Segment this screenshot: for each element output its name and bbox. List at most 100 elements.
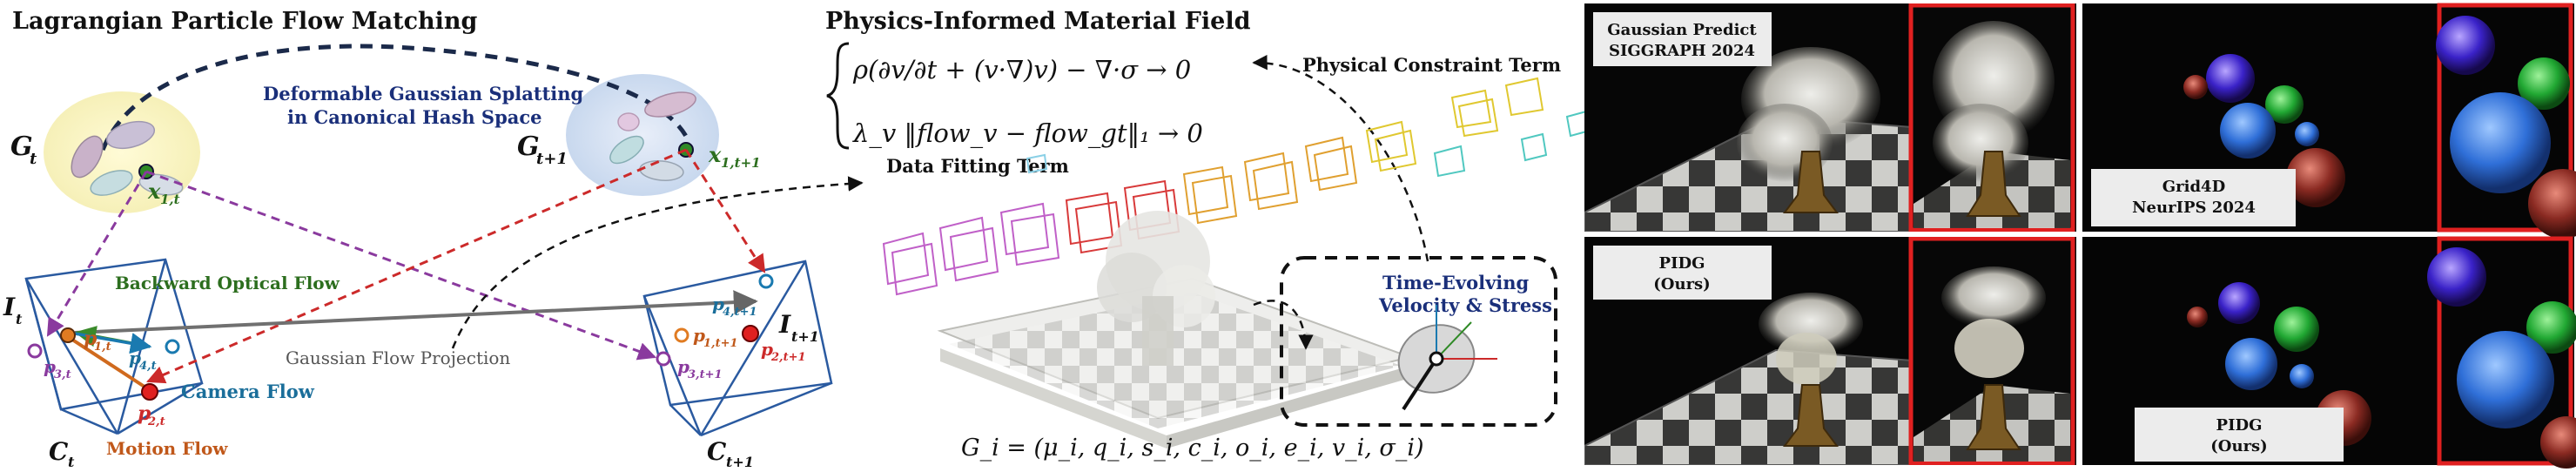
p4t1-label: p 4,t+1 bbox=[712, 293, 757, 319]
gaussian-ellipsoids-t bbox=[71, 120, 184, 196]
comparison-panel-2: Grid4D NeurIPS 2024 bbox=[2082, 3, 2576, 239]
p3t-label: p 3,t bbox=[44, 356, 71, 381]
camera-trajectory bbox=[882, 77, 1591, 296]
svg-text:1,t+1: 1,t+1 bbox=[721, 155, 761, 171]
svg-text:2,t: 2,t bbox=[147, 415, 165, 428]
svg-text:p: p bbox=[761, 339, 773, 360]
gaussian-flow-arrow bbox=[74, 290, 758, 334]
p3t1-point bbox=[656, 351, 671, 367]
time-evolving-line1: Time-Evolving bbox=[1382, 272, 1530, 293]
svg-text:G: G bbox=[517, 131, 540, 162]
p2t-label: p 2,t bbox=[138, 402, 165, 428]
svg-text:p: p bbox=[712, 293, 724, 314]
svg-text:3,t: 3,t bbox=[54, 368, 71, 381]
purple-dashed-link-2 bbox=[145, 170, 656, 361]
panel-2-label-line2: NeurIPS 2024 bbox=[2132, 199, 2256, 217]
panel-3-label-line2: (Ours) bbox=[1653, 275, 1710, 293]
time-evolving-line2: Velocity & Stress bbox=[1378, 294, 1552, 316]
p3t-point bbox=[27, 343, 43, 359]
panel-4-label-line2: (Ours) bbox=[2210, 437, 2267, 455]
camera-flow-arrow bbox=[74, 332, 152, 354]
to-physics-arrow bbox=[451, 176, 864, 349]
comparison-panel-1: Gaussian Predict SIGGRAPH 2024 bbox=[1584, 3, 2076, 232]
equation-1: ρ(∂v/∂t + (v·∇)v) − ∇·σ → 0 bbox=[852, 55, 1191, 84]
p1t-point bbox=[60, 327, 76, 343]
p3t1-label: p 3,t+1 bbox=[677, 356, 723, 381]
x1t1-label: x 1,t+1 bbox=[708, 142, 761, 171]
svg-text:p: p bbox=[44, 356, 56, 377]
hash-space-line1: Deformable Gaussian Splatting bbox=[263, 83, 584, 105]
motion-flow-arrow bbox=[68, 336, 151, 392]
svg-text:1,t: 1,t bbox=[94, 341, 111, 354]
physical-constraint-label: Physical Constraint Term bbox=[1302, 54, 1561, 76]
canonical-arc bbox=[100, 44, 690, 151]
svg-text:t+1: t+1 bbox=[726, 454, 754, 469]
svg-text:I: I bbox=[3, 293, 16, 321]
x1t-label: x 1,t bbox=[147, 179, 180, 207]
svg-text:C: C bbox=[49, 437, 69, 466]
svg-text:t+1: t+1 bbox=[536, 150, 568, 168]
p4t1-point bbox=[758, 273, 774, 289]
svg-text:p: p bbox=[677, 356, 689, 377]
velocity-stress-box bbox=[1280, 256, 1557, 427]
svg-text:3,t+1: 3,t+1 bbox=[688, 368, 723, 381]
svg-text:t: t bbox=[16, 311, 23, 327]
red-dashed-link-2 bbox=[684, 149, 766, 273]
equation-2: λ_v ‖flow_v − flow_gt‖₁ → 0 bbox=[852, 118, 1203, 149]
svg-text:p: p bbox=[129, 347, 141, 368]
middle-title: Physics-Informed Material Field bbox=[825, 8, 1251, 35]
panel-3-label-line1: PIDG bbox=[1659, 254, 1705, 273]
svg-text:1,t: 1,t bbox=[160, 192, 180, 207]
comparison-panel-3: PIDG (Ours) bbox=[1584, 237, 2076, 465]
comparison-panel-4: PIDG (Ours) bbox=[2082, 236, 2576, 469]
svg-text:4,t: 4,t bbox=[139, 360, 157, 373]
svg-text:p: p bbox=[693, 325, 705, 346]
svg-text:4,t+1: 4,t+1 bbox=[723, 306, 757, 319]
gt1-blob bbox=[566, 74, 719, 196]
physics-feedback-arrow bbox=[1252, 54, 1429, 262]
data-fitting-label: Data Fitting Term bbox=[886, 155, 1069, 177]
p2t1-point bbox=[742, 325, 759, 342]
svg-text:2,t+1: 2,t+1 bbox=[770, 351, 806, 364]
gt-label: G t bbox=[10, 131, 37, 168]
svg-text:t: t bbox=[30, 150, 37, 168]
panel-1-label-line1: Gaussian Predict bbox=[1607, 21, 1757, 39]
point-cloud-scene bbox=[937, 211, 1414, 448]
svg-text:I: I bbox=[778, 310, 791, 339]
p2t1-label: p 2,t+1 bbox=[761, 339, 806, 364]
motion-flow-label: Motion Flow bbox=[106, 438, 228, 459]
gaussian-parameter-equation: G_i = (μ_i, q_i, s_i, c_i, o_i, e_i, v_i… bbox=[961, 435, 1424, 462]
middle-section: Physics-Informed Material Field ρ(∂v/∂t … bbox=[825, 8, 1591, 462]
p2t-point bbox=[141, 383, 158, 401]
p4t-point bbox=[165, 339, 180, 354]
svg-text:t: t bbox=[68, 454, 75, 469]
hash-space-line2: in Canonical Hash Space bbox=[287, 106, 542, 128]
panel-1-label-line2: SIGGRAPH 2024 bbox=[1609, 42, 1755, 60]
p4t-label: p 4,t bbox=[129, 347, 157, 373]
svg-text:1,t+1: 1,t+1 bbox=[703, 337, 738, 350]
ct1-label: C t+1 bbox=[707, 437, 754, 470]
gaussian-flow-label: Gaussian Flow Projection bbox=[286, 347, 510, 368]
backward-flow-label: Backward Optical Flow bbox=[115, 273, 340, 293]
p1t-label: p 1,t bbox=[84, 327, 111, 354]
p1t1-label: p 1,t+1 bbox=[693, 325, 738, 350]
purple-dashed-link-1 bbox=[46, 171, 148, 337]
svg-text:t+1: t+1 bbox=[791, 328, 819, 345]
right-section: Gaussian Predict SIGGRAPH 2024 Grid4D Ne… bbox=[1584, 3, 2576, 469]
it-label: I t bbox=[3, 293, 23, 327]
panel-4-label-line1: PIDG bbox=[2216, 416, 2263, 435]
box-entry-arrow bbox=[1253, 300, 1314, 350]
gaussian-ellipsoid bbox=[1397, 305, 1497, 411]
svg-text:G: G bbox=[10, 131, 33, 162]
p1t1-point bbox=[674, 327, 689, 343]
it1-label: I t+1 bbox=[778, 310, 819, 345]
left-section: Lagrangian Particle Flow Matching Deform… bbox=[3, 8, 864, 470]
gt1-label: G t+1 bbox=[517, 131, 568, 168]
equation-brace bbox=[826, 42, 850, 150]
svg-text:p: p bbox=[84, 327, 98, 350]
panel-2-label-line1: Grid4D bbox=[2162, 178, 2225, 196]
svg-text:C: C bbox=[707, 437, 727, 466]
ct-label: C t bbox=[49, 437, 75, 470]
camera-flow-label: Camera Flow bbox=[181, 381, 315, 402]
